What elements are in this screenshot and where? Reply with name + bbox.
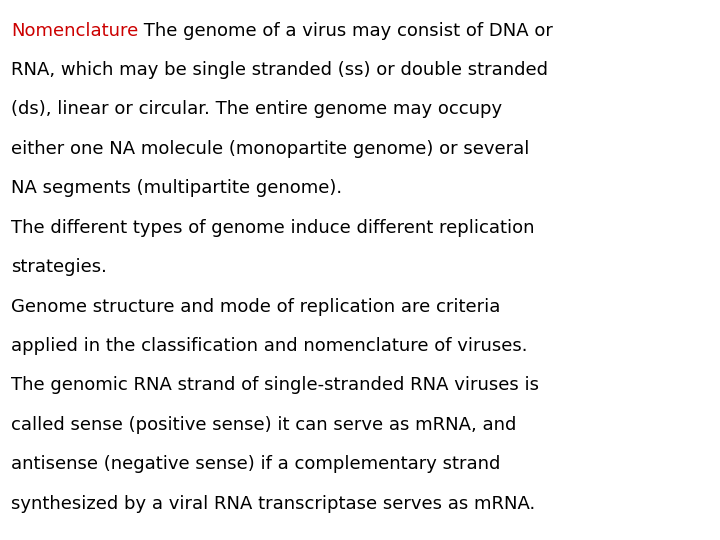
Text: The different types of genome induce different replication: The different types of genome induce dif… bbox=[11, 219, 534, 237]
Text: called sense (positive sense) it can serve as mRNA, and: called sense (positive sense) it can ser… bbox=[11, 416, 516, 434]
Text: synthesized by a viral RNA transcriptase serves as mRNA.: synthesized by a viral RNA transcriptase… bbox=[11, 495, 535, 512]
Text: either one NA molecule (monopartite genome) or several: either one NA molecule (monopartite geno… bbox=[11, 140, 529, 158]
Text: (ds), linear or circular. The entire genome may occupy: (ds), linear or circular. The entire gen… bbox=[11, 100, 502, 118]
Text: antisense (negative sense) if a complementary strand: antisense (negative sense) if a compleme… bbox=[11, 455, 500, 473]
Text: The genomic RNA strand of single-stranded RNA viruses is: The genomic RNA strand of single-strande… bbox=[11, 376, 539, 394]
Text: The genome of a virus may consist of DNA or: The genome of a virus may consist of DNA… bbox=[138, 22, 553, 39]
Text: Genome structure and mode of replication are criteria: Genome structure and mode of replication… bbox=[11, 298, 500, 315]
Text: applied in the classification and nomenclature of viruses.: applied in the classification and nomenc… bbox=[11, 337, 527, 355]
Text: RNA, which may be single stranded (ss) or double stranded: RNA, which may be single stranded (ss) o… bbox=[11, 61, 548, 79]
Text: strategies.: strategies. bbox=[11, 258, 107, 276]
Text: NA segments (multipartite genome).: NA segments (multipartite genome). bbox=[11, 179, 342, 197]
Text: Nomenclature: Nomenclature bbox=[11, 22, 138, 39]
